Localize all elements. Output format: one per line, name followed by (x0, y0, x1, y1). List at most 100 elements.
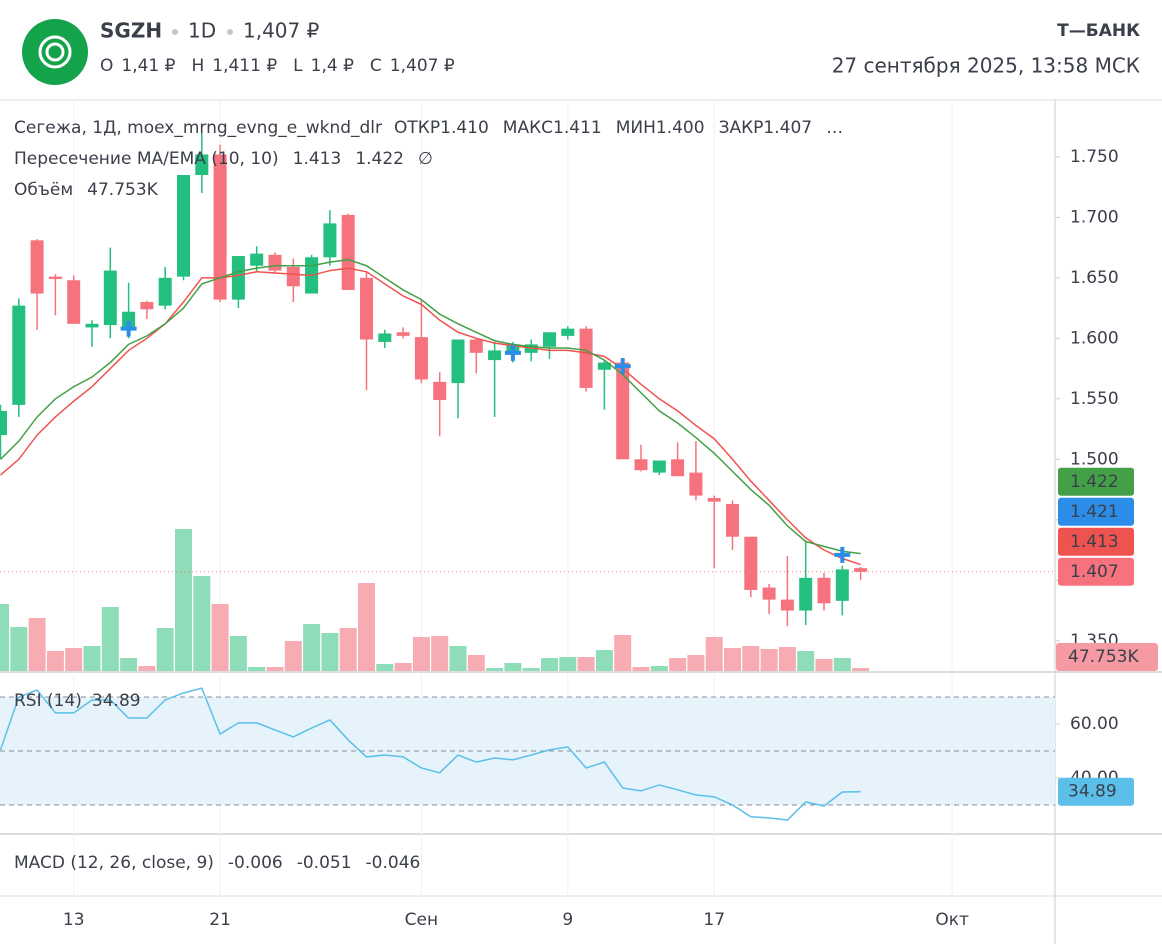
logo-ring (38, 35, 72, 69)
volume-bar (760, 649, 778, 671)
candle-body (469, 339, 483, 353)
candle-body (323, 223, 337, 258)
volume-bar (724, 648, 741, 671)
volume-bar (266, 667, 284, 671)
legend-label: МАКС (503, 118, 553, 138)
volume-bar (577, 657, 595, 671)
volume-bar (522, 668, 540, 671)
volume-bar (175, 529, 192, 671)
dot-separator (227, 29, 233, 35)
ohlc-value: 1,41 ₽ (121, 56, 175, 76)
x-tick-label: 21 (209, 910, 231, 930)
volume-bar (486, 668, 504, 671)
candle-body (103, 270, 117, 326)
rsi-title: RSI (14) (14, 691, 82, 711)
ohlc-label: O (100, 56, 113, 76)
candle-body (854, 568, 868, 572)
rsi-value: 34.89 (92, 691, 141, 711)
price-label: 1.413 (1070, 532, 1119, 552)
volume-bar (705, 637, 723, 671)
volume-bar (138, 666, 156, 671)
volume-bar (687, 655, 705, 671)
logo (22, 19, 88, 85)
candle-body (195, 154, 209, 176)
volume-bar (101, 607, 119, 671)
macd-value: -0.006 (228, 853, 283, 873)
volume-bar (248, 667, 266, 671)
candle-body (634, 459, 648, 471)
volume-bar (65, 648, 83, 671)
volume-bar (284, 641, 302, 671)
x-tick-label: Окт (935, 910, 969, 930)
ohlc-label: H (191, 56, 204, 76)
volume-bar (193, 576, 211, 671)
price: 1,407 ₽ (243, 19, 320, 43)
brand: Т—БАНК (1057, 21, 1140, 41)
legend-value: 1.400 (656, 118, 705, 138)
candle-body (579, 328, 593, 388)
y-tick-label: 1.650 (1070, 268, 1119, 288)
volume-bar (0, 604, 9, 671)
price-label: 1.407 (1070, 562, 1119, 582)
candle-body (744, 536, 758, 590)
rsi-band (0, 697, 1055, 805)
indicator-status: ∅ (418, 149, 433, 169)
cross-marker (120, 320, 137, 337)
candle-body (652, 460, 666, 473)
volume-bar (632, 667, 650, 671)
candle-body (835, 569, 849, 601)
x-tick-label: 17 (703, 910, 725, 930)
logo-ring (45, 42, 65, 62)
ohlc-label: L (293, 56, 303, 76)
macd-value: -0.051 (297, 853, 352, 873)
indicator-value: 1.422 (355, 149, 404, 169)
volume-bar (10, 627, 28, 671)
volume-bar (412, 637, 430, 671)
volume-bar (541, 658, 558, 671)
volume-bar (852, 668, 870, 671)
candle-body (250, 253, 264, 266)
volume-bar (431, 636, 449, 671)
volume-label-box (1056, 643, 1158, 671)
dot-separator (172, 29, 178, 35)
price-label: 1.421 (1070, 502, 1119, 522)
ma-line (0, 267, 861, 566)
ticker: SGZH (100, 19, 162, 43)
volume-label: 47.753K (1068, 647, 1139, 667)
volume-bar (595, 650, 613, 671)
macd-value: -0.046 (366, 853, 421, 873)
candle-body (817, 577, 831, 604)
volume-bar (28, 618, 46, 671)
candle-body (689, 472, 703, 496)
candle-body (616, 362, 630, 460)
y-tick-label: 1.550 (1070, 389, 1119, 409)
candle-body (762, 587, 776, 600)
candle-body (177, 175, 190, 277)
x-tick-label: 13 (63, 910, 85, 930)
candle-body (378, 333, 392, 342)
candle-body (451, 339, 465, 384)
candle-body (707, 498, 721, 502)
volume-bar (650, 666, 668, 671)
price-label-box (1058, 497, 1134, 526)
indicator-name: Пересечение MA/EMA (10, 10) (14, 149, 279, 169)
legend-label: ОТКР (394, 118, 440, 138)
volume-bar (742, 646, 760, 671)
x-tick-label: 9 (562, 910, 573, 930)
candle-body (341, 214, 355, 290)
candle-body (12, 305, 26, 405)
volume-bar (321, 633, 339, 671)
volume-bar (394, 663, 412, 671)
rsi-line (0, 687, 861, 821)
volume-bar (358, 583, 375, 671)
volume-bar (778, 647, 796, 671)
candle-body (67, 280, 81, 324)
ma-line (0, 258, 861, 555)
y-tick-label: 1.500 (1070, 449, 1119, 469)
volume-bar (46, 651, 64, 671)
candle-body (85, 323, 99, 328)
volume-bar (229, 636, 247, 671)
y-tick-label: 1.600 (1070, 328, 1119, 348)
